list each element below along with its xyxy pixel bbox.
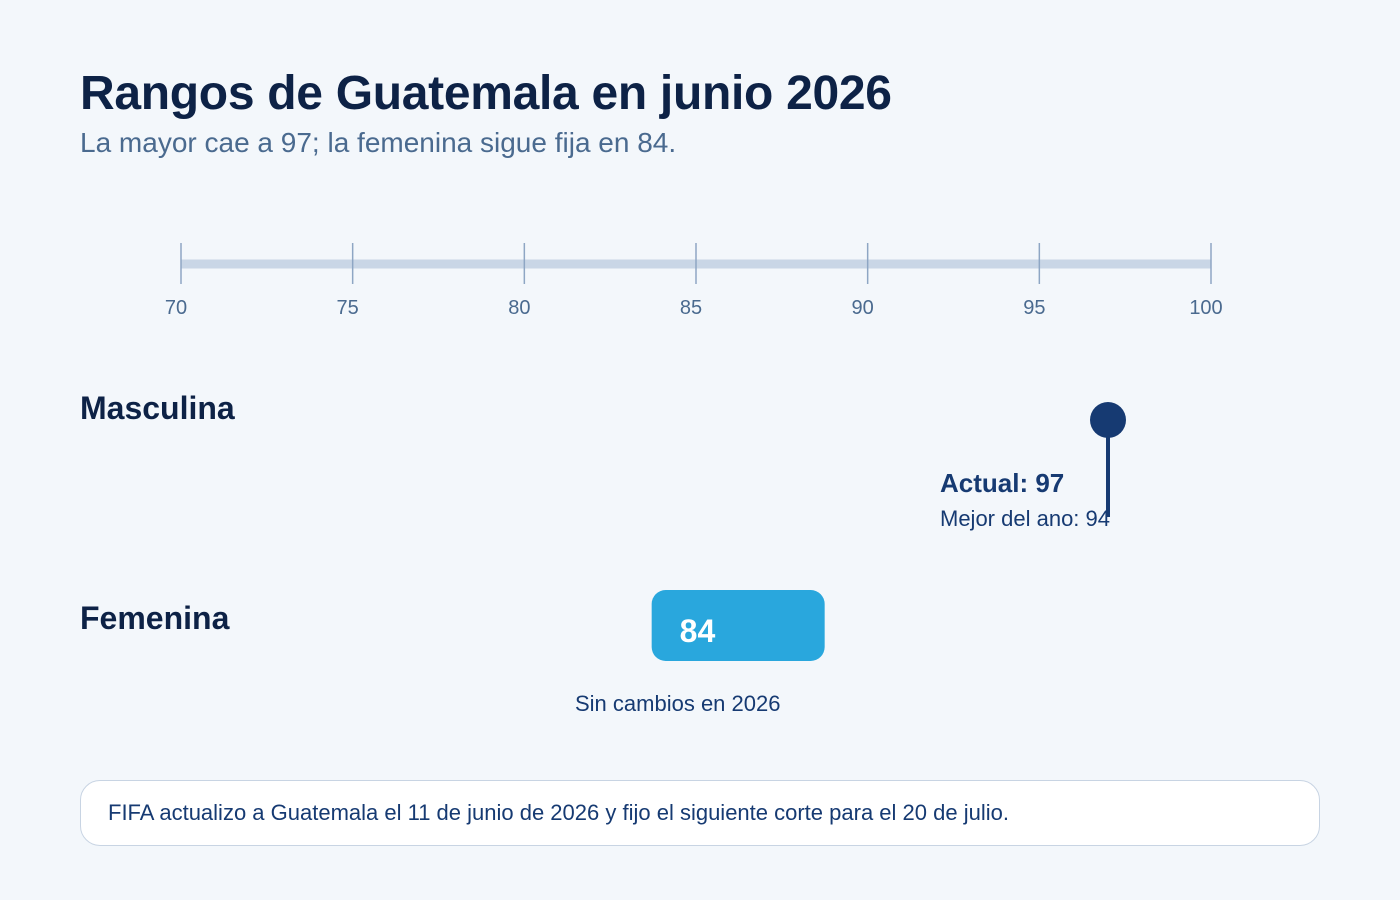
femenina-rank-pill xyxy=(651,590,825,661)
page-subtitle: La mayor cae a 97; la femenina sigue fij… xyxy=(80,127,677,158)
row-label-femenina: Femenina xyxy=(80,600,230,636)
current-rank-label: Actual: 97 xyxy=(940,468,1065,498)
best-rank-label: Mejor del ano: 94 xyxy=(940,506,1110,531)
masculina-current-dot xyxy=(1090,402,1126,438)
axis-tick-label-70: 70 xyxy=(165,297,187,319)
row-label-masculina: Masculina xyxy=(80,390,235,426)
axis-tick-label-75: 75 xyxy=(337,297,359,319)
axis-tick-label-90: 90 xyxy=(852,297,874,319)
axis-tick-label-95: 95 xyxy=(1023,297,1045,319)
femenina-note: Sin cambios en 2026 xyxy=(575,691,781,716)
page-title: Rangos de Guatemala en junio 2026 xyxy=(80,67,892,120)
femenina-rank-value: 84 xyxy=(680,613,716,649)
axis-tick-label-100: 100 xyxy=(1189,297,1222,319)
footer-note-box: FIFA actualizo a Guatemala el 11 de juni… xyxy=(80,780,1320,846)
footer-note-text: FIFA actualizo a Guatemala el 11 de juni… xyxy=(108,800,1009,825)
axis-tick-label-85: 85 xyxy=(680,297,702,319)
axis-tick-label-80: 80 xyxy=(508,297,530,319)
rank-chart: 70 75 80 85 90 95 100 84 xyxy=(165,243,1223,661)
